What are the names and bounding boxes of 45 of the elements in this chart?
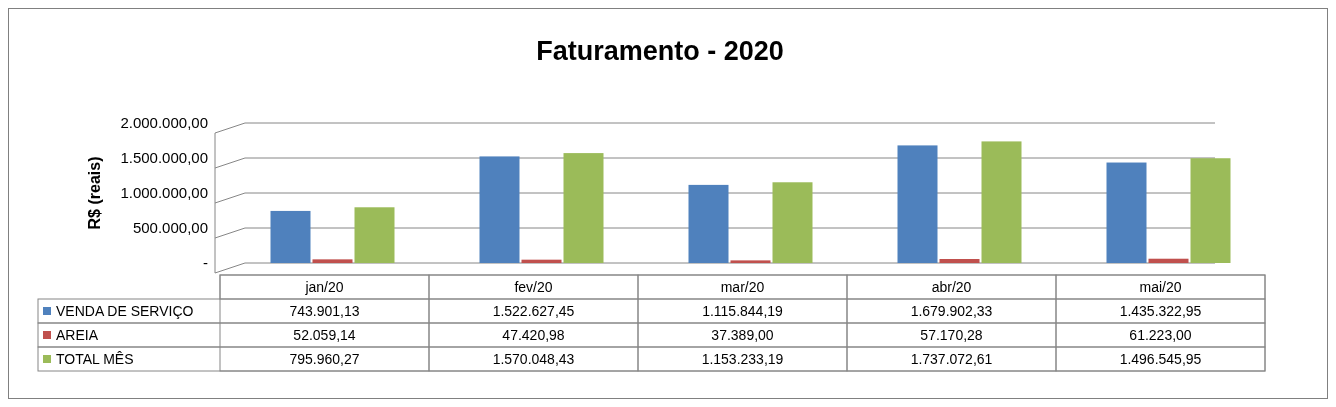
chart-title: Faturamento - 2020	[536, 36, 784, 66]
bar	[563, 153, 604, 263]
bar	[981, 141, 1022, 263]
bar	[270, 210, 311, 263]
bar	[1148, 258, 1189, 263]
x-tick-label: jan/20	[304, 279, 344, 295]
bar	[939, 259, 980, 263]
x-tick-label: mar/20	[720, 279, 765, 295]
data-label: 1.679.902,33	[910, 303, 993, 319]
y-tick-label: 1.000.000,00	[120, 184, 208, 201]
legend-label: TOTAL MÊS	[56, 351, 134, 367]
data-label: 47.420,98	[502, 327, 565, 343]
x-tick-label: abr/20	[931, 279, 972, 295]
data-label: 1.435.322,95	[1119, 303, 1202, 319]
x-tick-label: mai/20	[1139, 279, 1182, 295]
bar	[1190, 158, 1231, 263]
data-label: 795.960,27	[289, 351, 360, 367]
data-label: 1.522.627,45	[492, 303, 575, 319]
data-label: 37.389,00	[711, 327, 774, 343]
legend-label: VENDA DE SERVIÇO	[56, 303, 194, 319]
data-label: 1.153.233,19	[701, 351, 784, 367]
y-axis-title: R$ (reais)	[86, 156, 103, 230]
y-tick-label: 1.500.000,00	[120, 149, 208, 166]
data-label: 743.901,13	[289, 303, 360, 319]
bar	[354, 207, 395, 263]
bar	[1106, 162, 1147, 263]
data-label: 61.223,00	[1129, 327, 1192, 343]
data-label: 1.496.545,95	[1119, 351, 1202, 367]
bar	[312, 259, 353, 263]
data-label: 1.115.844,19	[702, 303, 784, 319]
data-label: 1.570.048,43	[492, 351, 575, 367]
bar	[897, 145, 938, 263]
y-tick-label: -	[203, 254, 208, 271]
x-tick-label: fev/20	[514, 279, 553, 295]
bar	[479, 156, 520, 263]
data-label: 52.059,14	[293, 327, 356, 343]
bar	[730, 260, 771, 263]
data-label: 1.737.072,61	[910, 351, 993, 367]
bar	[688, 184, 729, 263]
legend-label: AREIA	[56, 327, 99, 343]
bar	[521, 259, 562, 263]
bar	[772, 182, 813, 263]
y-tick-label: 2.000.000,00	[120, 114, 208, 131]
y-tick-label: 500.000,00	[132, 219, 208, 236]
data-label: 57.170,28	[920, 327, 983, 343]
